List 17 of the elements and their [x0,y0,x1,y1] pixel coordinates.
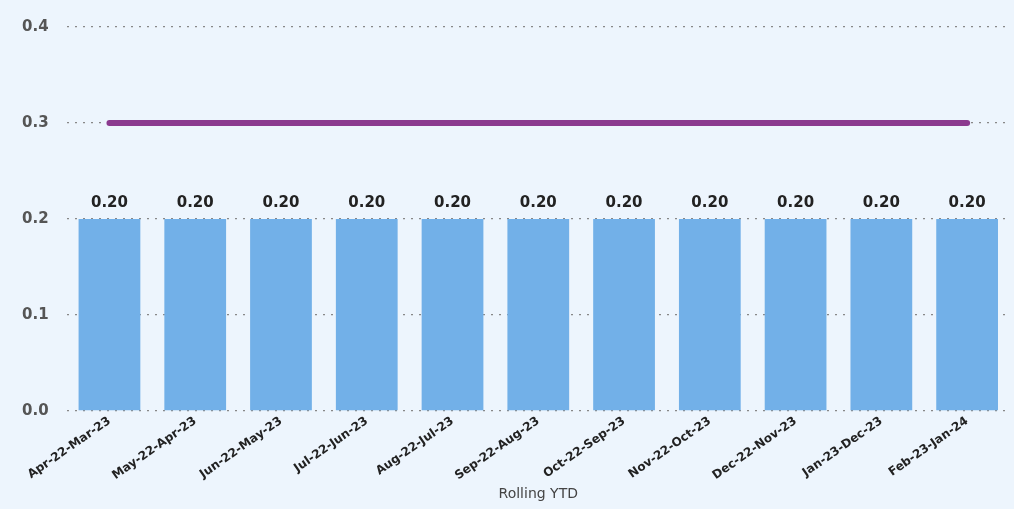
data-label: 0.20 [90,193,128,212]
data-label: 0.20 [434,193,472,212]
data-label: 0.20 [519,193,557,212]
y-tick-label: 0.4 [21,16,49,35]
x-axis-title: Rolling YTD [498,485,578,502]
data-label: 0.20 [605,193,643,212]
data-label: 0.20 [176,193,214,212]
y-tick-label: 0.3 [21,112,49,131]
data-label: 0.20 [948,193,986,212]
y-tick-label: 0.0 [21,400,49,419]
data-label: 0.20 [348,193,386,212]
data-label: 0.20 [262,193,300,212]
data-label: 0.20 [862,193,900,212]
data-label: 0.20 [691,193,729,212]
y-tick-label: 0.2 [21,208,49,227]
data-label: 0.20 [777,193,815,212]
y-tick-label: 0.1 [21,304,49,323]
